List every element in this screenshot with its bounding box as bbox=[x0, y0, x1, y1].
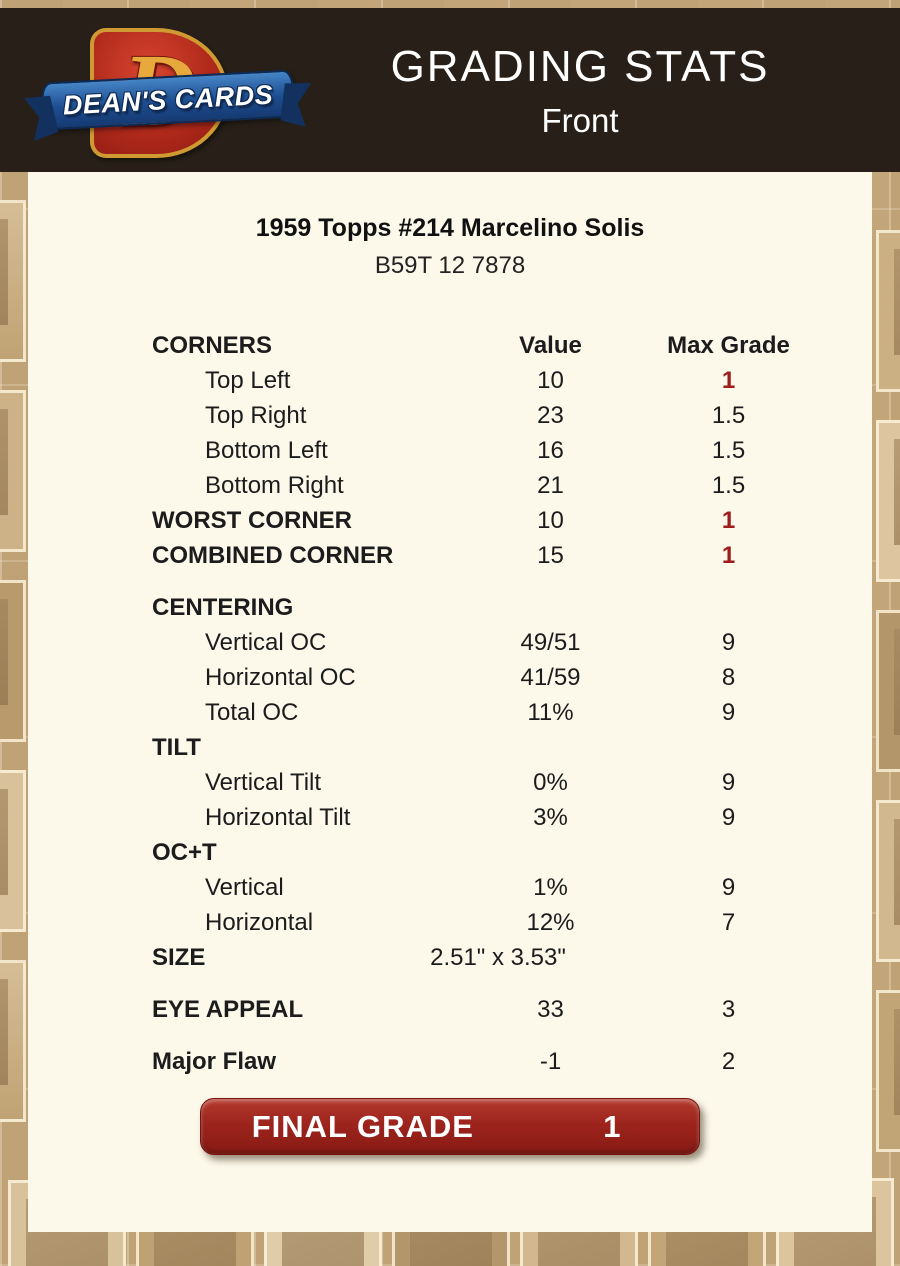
stats-row-max-grade: 1 bbox=[721, 542, 736, 569]
stats-row: Total OC 11% 9 bbox=[28, 695, 872, 730]
stats-row-label: Major Flaw bbox=[152, 1048, 277, 1075]
card-thumbnail bbox=[0, 200, 26, 362]
stats-row-max-grade: 1.5 bbox=[711, 402, 746, 429]
stats-row: Vertical Tilt 0% 9 bbox=[28, 765, 872, 800]
stats-row: EYE APPEAL 33 3 bbox=[28, 992, 872, 1027]
stats-row-label: Vertical bbox=[205, 874, 284, 901]
header-bar: D DEAN'S CARDS GRADING STATS Front bbox=[0, 8, 900, 172]
stats-row: Bottom Left 16 1.5 bbox=[28, 433, 872, 468]
stats-row: Vertical OC 49/51 9 bbox=[28, 625, 872, 660]
stats-row-label: CORNERS bbox=[152, 332, 273, 359]
stats-row-max-grade: 1 bbox=[721, 367, 736, 394]
stats-row-label: Vertical Tilt bbox=[205, 769, 322, 796]
stats-row: Vertical 1% 9 bbox=[28, 870, 872, 905]
stats-row-value: 1% bbox=[533, 874, 568, 901]
stats-row-value: 33 bbox=[537, 996, 564, 1023]
page-title: GRADING STATS bbox=[390, 42, 770, 91]
stats-row: Top Left 10 1 bbox=[28, 363, 872, 398]
stats-row-value: 12% bbox=[526, 909, 575, 936]
stats-row-max-grade: Max Grade bbox=[667, 332, 790, 359]
stats-row: OC+T bbox=[28, 835, 872, 870]
card-thumbnail bbox=[0, 580, 26, 742]
card-thumbnail bbox=[876, 610, 900, 772]
stats-row-label: Bottom Left bbox=[205, 437, 328, 464]
stats-row: CORNERS Value Max Grade bbox=[28, 328, 872, 363]
stats-row-value: 16 bbox=[537, 437, 564, 464]
stats-row-value: 49/51 bbox=[520, 629, 581, 656]
stats-row-label: WORST CORNER bbox=[152, 507, 352, 534]
stats-row-label: CENTERING bbox=[152, 594, 294, 621]
card-thumbnail bbox=[876, 990, 900, 1152]
stats-row-max-grade: 1 bbox=[721, 507, 736, 534]
card-serial-number: B59T 12 7878 bbox=[374, 252, 526, 279]
stats-row-value: 10 bbox=[537, 507, 564, 534]
stats-row: Bottom Right 21 1.5 bbox=[28, 468, 872, 503]
stats-row-max-grade: 9 bbox=[721, 804, 736, 831]
stats-row-value: -1 bbox=[539, 1048, 562, 1075]
stats-row-label: OC+T bbox=[152, 839, 217, 866]
stats-row-label: Top Left bbox=[205, 367, 291, 394]
stats-row: COMBINED CORNER 15 1 bbox=[28, 538, 872, 573]
stats-row-value: 23 bbox=[537, 402, 564, 429]
page-subtitle: Front bbox=[541, 102, 619, 139]
stats-row: TILT bbox=[28, 730, 872, 765]
final-grade-label: FINAL GRADE bbox=[251, 1108, 474, 1144]
stats-row-value: 10 bbox=[537, 367, 564, 394]
final-grade-value: 1 bbox=[603, 1108, 621, 1144]
stats-row-label: Horizontal bbox=[205, 909, 314, 936]
stats-row-max-grade: 1.5 bbox=[711, 472, 746, 499]
stats-row-max-grade: 9 bbox=[721, 874, 736, 901]
stats-row-value: 15 bbox=[537, 542, 564, 569]
stats-row-value: 3% bbox=[533, 804, 568, 831]
stats-row-label: Bottom Right bbox=[205, 472, 344, 499]
stats-row-value: 11% bbox=[527, 699, 574, 726]
stats-row-value: 2.51" x 3.53" bbox=[430, 944, 566, 971]
card-thumbnail bbox=[876, 230, 900, 392]
stats-row-label: Top Right bbox=[205, 402, 307, 429]
final-grade-button[interactable]: FINAL GRADE 1 bbox=[200, 1098, 700, 1155]
stats-row-label: Horizontal Tilt bbox=[205, 804, 351, 831]
stats-row-label: TILT bbox=[152, 734, 201, 761]
stats-row: Major Flaw -1 2 bbox=[28, 1044, 872, 1079]
stats-row-label: COMBINED CORNER bbox=[152, 542, 394, 569]
stats-row-label: Total OC bbox=[205, 699, 299, 726]
card-thumbnail bbox=[876, 800, 900, 962]
card-thumbnail bbox=[876, 420, 900, 582]
stats-row: Horizontal Tilt 3% 9 bbox=[28, 800, 872, 835]
card-title: 1959 Topps #214 Marcelino Solis bbox=[255, 214, 645, 242]
stats-row-value: 41/59 bbox=[520, 664, 581, 691]
stats-row-label: Horizontal OC bbox=[205, 664, 356, 691]
logo-ribbon-icon: DEAN'S CARDS bbox=[40, 69, 296, 131]
stats-row-value: 21 bbox=[537, 472, 564, 499]
stats-row-max-grade: 1.5 bbox=[711, 437, 746, 464]
stats-row-max-grade: 9 bbox=[721, 769, 736, 796]
stats-row-max-grade: 7 bbox=[721, 909, 736, 936]
stats-table: CORNERS Value Max Grade Top Left 10 1 Top Righ… bbox=[28, 328, 872, 1079]
stats-row-label: Vertical OC bbox=[205, 629, 327, 656]
stats-row-max-grade: 8 bbox=[721, 664, 736, 691]
stats-row-value: 0% bbox=[533, 769, 568, 796]
stats-row-max-grade: 2 bbox=[721, 1048, 736, 1075]
stats-row-max-grade: 9 bbox=[721, 699, 736, 726]
stats-row: WORST CORNER 10 1 bbox=[28, 503, 872, 538]
content-panel: 1959 Topps #214 Marcelino Solis B59T 12 … bbox=[28, 172, 872, 1232]
stats-row-max-grade: 3 bbox=[721, 996, 736, 1023]
deans-cards-logo: D DEAN'S CARDS bbox=[40, 26, 296, 162]
stats-row: Horizontal 12% 7 bbox=[28, 905, 872, 940]
stats-row: Top Right 23 1.5 bbox=[28, 398, 872, 433]
card-thumbnail bbox=[0, 390, 26, 552]
stats-row-value: Value bbox=[519, 332, 582, 359]
stats-row-max-grade: 9 bbox=[721, 629, 736, 656]
stats-row: Horizontal OC 41/59 8 bbox=[28, 660, 872, 695]
card-thumbnail bbox=[0, 960, 26, 1122]
card-thumbnail bbox=[0, 770, 26, 932]
logo-text: DEAN'S CARDS bbox=[62, 79, 274, 120]
stats-row: SIZE 2.51" x 3.53" bbox=[28, 940, 872, 975]
stats-row-label: SIZE bbox=[152, 944, 206, 971]
stats-row: CENTERING bbox=[28, 590, 872, 625]
stats-row-label: EYE APPEAL bbox=[152, 996, 304, 1023]
header-titles: GRADING STATS Front bbox=[300, 8, 860, 172]
